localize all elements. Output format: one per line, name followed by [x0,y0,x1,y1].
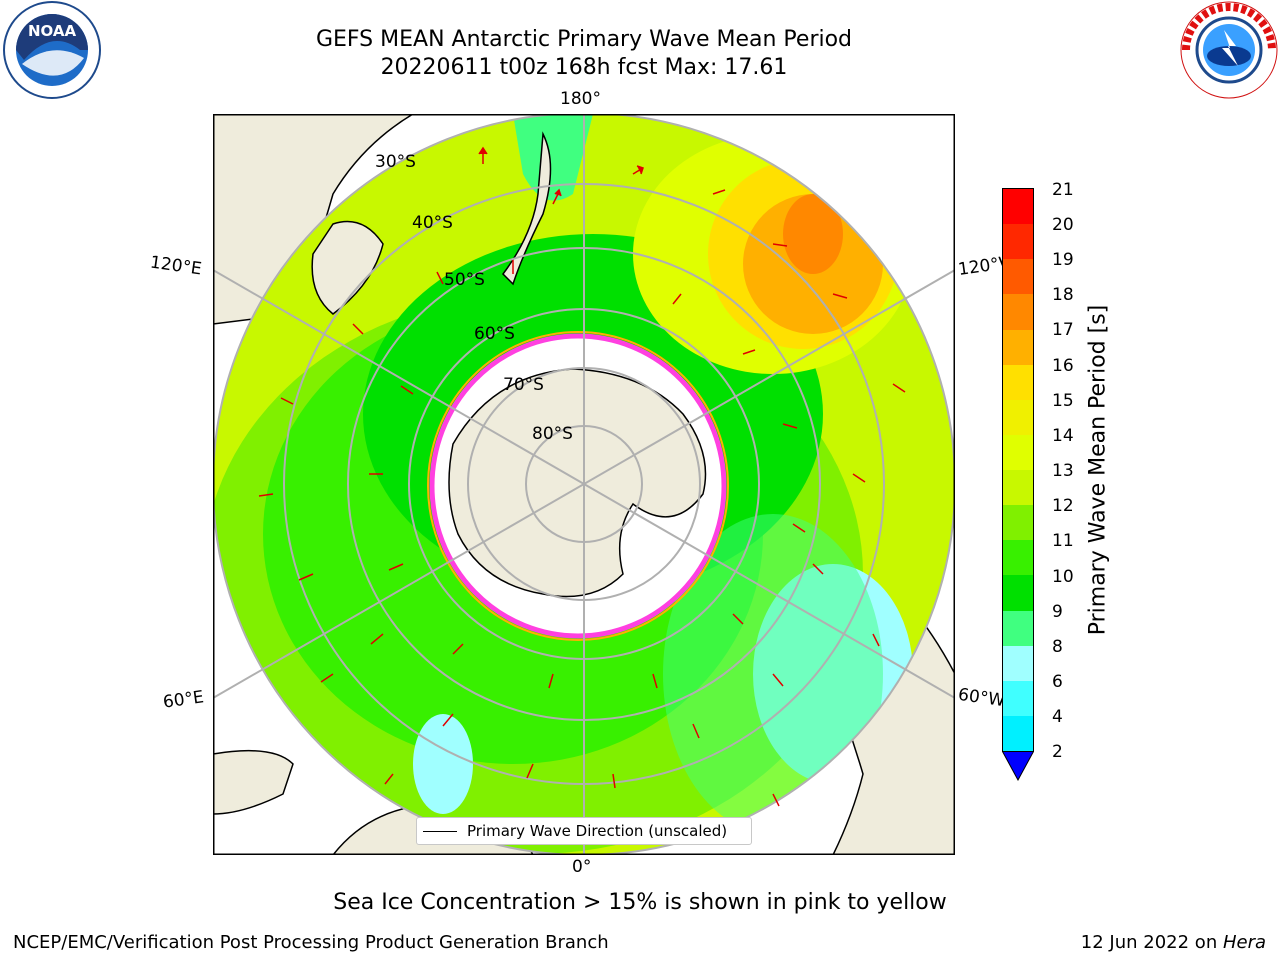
lat-label-40s: 40°S [412,213,453,233]
lat-label-50s: 50°S [444,270,485,290]
colorbar-tick: 21 [1052,180,1074,200]
noaa-logo: NOAA [3,1,101,99]
lat-label-80s: 80°S [532,424,573,444]
colorbar-tick: 10 [1052,567,1074,587]
lon-label-bottom: 0° [572,857,592,877]
colorbar-tick: 14 [1052,426,1074,446]
colorbar-tick: 20 [1052,215,1074,235]
sea-ice-caption: Sea Ice Concentration > 15% is shown in … [333,890,947,915]
colorbar-tick: 9 [1052,602,1063,622]
lat-label-70s: 70°S [503,375,544,395]
legend-line-icon [423,831,457,832]
colorbar-tick: 16 [1052,356,1074,376]
footer-date-text: 12 Jun 2022 on [1080,932,1223,953]
colorbar-tick: 18 [1052,285,1074,305]
colorbar-segment [1003,715,1033,751]
colorbar-tick: 17 [1052,320,1074,340]
map-area [213,114,955,855]
colorbar-segment [1003,294,1033,330]
colorbar [1002,188,1034,752]
nws-logo [1180,1,1278,99]
colorbar-label: Primary Wave Mean Period [s] [1085,304,1111,636]
colorbar-segment [1003,434,1033,470]
colorbar-tick: 15 [1052,391,1074,411]
footer-machine: Hera [1222,932,1266,953]
colorbar-segment [1003,540,1033,576]
footer-credit: NCEP/EMC/Verification Post Processing Pr… [13,932,609,953]
colorbar-extend-arrow [1002,751,1034,781]
colorbar-tick: 11 [1052,531,1074,551]
colorbar-segment [1003,399,1033,435]
colorbar-segment [1003,610,1033,646]
colorbar-tick: 6 [1052,672,1063,692]
colorbar-segment [1003,224,1033,260]
colorbar-tick: 8 [1052,637,1063,657]
colorbar-segment [1003,505,1033,541]
colorbar-segment [1003,470,1033,506]
legend-label: Primary Wave Direction (unscaled) [467,822,728,840]
colorbar-segment [1003,575,1033,611]
lat-label-60s: 60°S [474,324,515,344]
colorbar-segment [1003,364,1033,400]
footer-date: 12 Jun 2022 on Hera [1081,932,1266,953]
colorbar-tick: 12 [1052,496,1074,516]
chart-subtitle: 20220611 t00z 168h fcst Max: 17.61 [380,55,788,80]
colorbar-tick: 2 [1052,742,1063,762]
lat-label-30s: 30°S [375,152,416,172]
colorbar-tick: 13 [1052,461,1074,481]
colorbar-tick: 19 [1052,250,1074,270]
lon-label-left-lower: 60°E [161,687,206,713]
colorbar-segment [1003,189,1033,225]
lon-label-left-upper: 120°E [148,252,203,280]
colorbar-segment [1003,329,1033,365]
map-legend: Primary Wave Direction (unscaled) [416,817,752,845]
chart-title: GEFS MEAN Antarctic Primary Wave Mean Pe… [315,27,853,52]
colorbar-tick: 4 [1052,707,1063,727]
colorbar-segment [1003,645,1033,681]
colorbar-segment [1003,259,1033,295]
lon-label-top: 180° [560,89,601,109]
svg-text:NOAA: NOAA [28,22,77,40]
colorbar-segment [1003,680,1033,716]
lon-label-right-lower: 60°W [956,684,1007,712]
